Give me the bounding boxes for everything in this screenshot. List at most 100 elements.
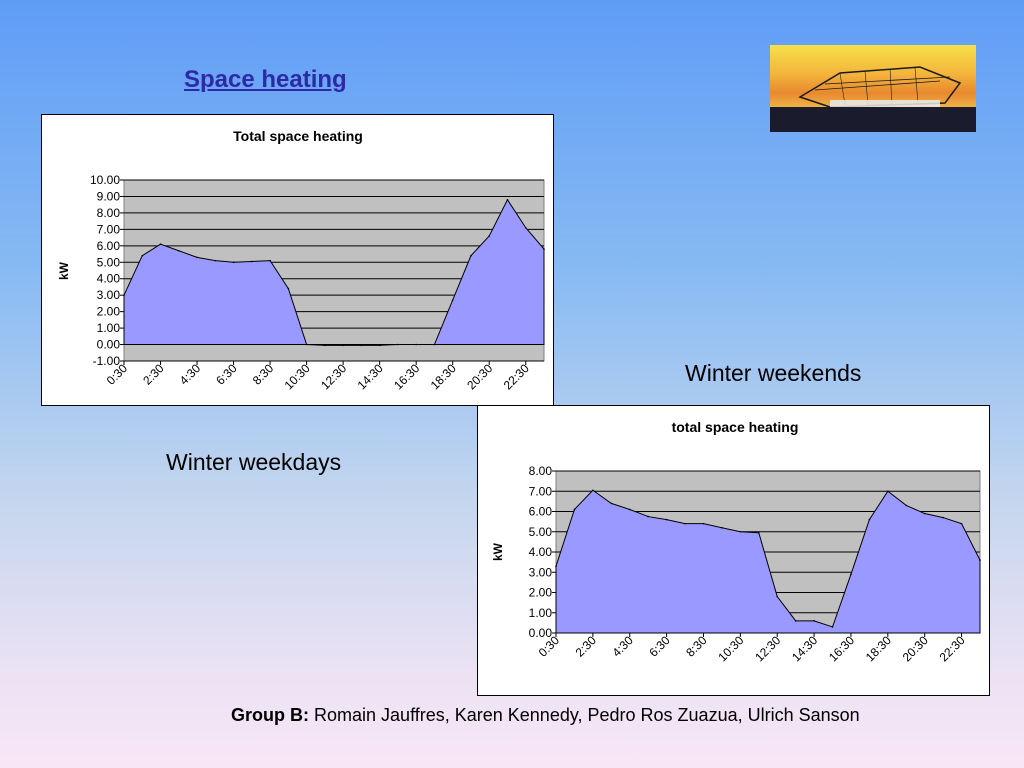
x-tick-label: 12:30 [318,361,349,392]
weekday-chart: Total space heating 10.00 9.00 8.00 7.00 6.00… [41,114,554,406]
data-point [141,254,144,257]
y-tick-label: 4.00 [529,545,553,559]
data-point [739,530,742,533]
data-point [123,294,125,296]
weekend-chart: total space heating 8.00 7.00 6.00 5.00 4.00 3… [477,405,990,696]
y-tick-label: 7.00 [529,484,553,498]
x-tick-label: 2:30 [140,361,167,388]
data-point [979,559,981,561]
data-point [287,287,290,290]
x-tick-label: 10:30 [282,361,313,392]
data-point [415,343,417,346]
data-point [159,243,162,245]
data-point [470,254,472,257]
x-tick-label: 2:30 [573,633,600,660]
caption-weekends: Winter weekends [685,360,862,386]
data-point [488,235,491,237]
y-tick-label: 5.00 [97,255,121,269]
data-point [177,249,180,252]
data-point [850,573,852,576]
data-point [887,490,889,493]
y-tick-label: 6.00 [97,239,121,253]
data-point [433,343,436,346]
data-point [628,508,631,511]
data-point [305,343,308,346]
y-tick-label: 2.00 [97,305,121,319]
data-point [942,516,944,519]
data-point [592,489,594,492]
data-point [960,522,963,525]
data-point [214,259,217,262]
x-tick-label: 14:30 [355,361,386,392]
y-tick-label: -1.00 [93,354,121,368]
data-point [451,299,454,301]
chart-title: Total space heating [233,128,363,144]
data-point [721,526,723,529]
data-point [251,260,253,263]
x-tick-label: 18:30 [863,633,894,664]
data-point [665,518,668,521]
data-point [506,198,509,201]
y-tick-label: 1.00 [529,606,553,620]
data-point [684,522,686,525]
y-axis-label: kW [491,542,505,561]
x-tick-label: 12:30 [752,633,783,664]
data-point [232,261,235,264]
x-tick-label: 4:30 [177,361,204,388]
y-tick-label: 10.00 [90,173,120,187]
x-tick-label: 6:30 [646,633,673,660]
data-point [831,626,834,628]
data-point [196,256,198,259]
x-tick-label: 16:30 [826,633,857,664]
data-point [905,504,908,507]
y-tick-label: 8.00 [529,464,553,478]
data-point [813,620,815,622]
x-tick-label: 20:30 [464,361,495,392]
data-point [868,518,871,521]
x-tick-label: 18:30 [428,361,459,392]
x-tick-label: 22:30 [937,633,968,664]
credits: Group B: Romain Jauffres, Karen Kennedy,… [231,705,860,726]
y-tick-label: 7.00 [97,222,121,236]
x-tick-label: 8:30 [683,633,710,660]
credits-names: Romain Jauffres, Karen Kennedy, Pedro Ro… [314,705,860,725]
data-point [324,344,326,347]
building-photo-logo [770,45,976,132]
y-tick-label: 8.00 [97,206,121,220]
y-tick-label: 6.00 [529,505,553,519]
x-tick-label: 10:30 [715,633,746,664]
y-tick-label: 5.00 [529,525,553,539]
page-title[interactable]: Space heating [184,66,347,93]
data-point [573,508,576,511]
data-point [397,343,399,346]
y-axis-label: kW [57,261,71,280]
y-tick-label: 1.00 [97,321,121,335]
x-tick-label: 6:30 [213,361,240,388]
y-tick-label: 0.00 [529,626,553,640]
data-point [757,531,760,534]
data-point [610,502,613,505]
data-point [923,512,926,515]
x-tick-label: 4:30 [609,633,636,660]
x-tick-label: 8:30 [250,361,277,388]
chart-title: total space heating [672,419,799,435]
y-tick-label: 4.00 [97,272,121,286]
data-point [378,344,381,347]
data-point [776,595,779,598]
data-point [702,522,705,525]
caption-weekdays: Winter weekdays [166,449,342,475]
data-point [543,248,545,250]
y-tick-label: 2.00 [529,586,553,600]
y-tick-label: 0.00 [97,338,121,352]
y-tick-label: 3.00 [97,288,121,302]
x-tick-label: 22:30 [501,361,532,392]
data-point [794,620,797,622]
data-point [524,226,527,229]
y-tick-label: 9.00 [97,189,121,203]
y-tick-label: 3.00 [529,565,553,579]
data-point [647,515,649,518]
x-tick-label: 20:30 [900,633,931,664]
data-point [342,344,344,347]
data-point [360,344,363,347]
data-point [555,565,557,567]
